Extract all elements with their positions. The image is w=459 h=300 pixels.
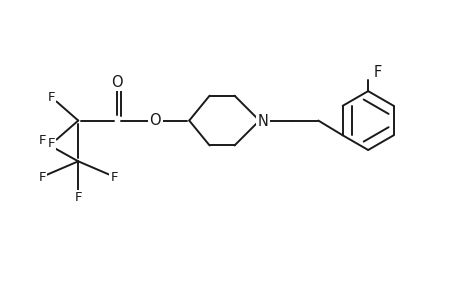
Text: N: N [257, 114, 268, 129]
Text: O: O [111, 75, 122, 90]
Text: F: F [373, 64, 381, 80]
Text: F: F [111, 171, 118, 184]
Text: F: F [38, 134, 45, 147]
Text: F: F [38, 171, 45, 184]
Text: F: F [47, 92, 55, 104]
Text: F: F [74, 191, 82, 204]
Text: O: O [149, 113, 161, 128]
Text: F: F [47, 137, 55, 150]
